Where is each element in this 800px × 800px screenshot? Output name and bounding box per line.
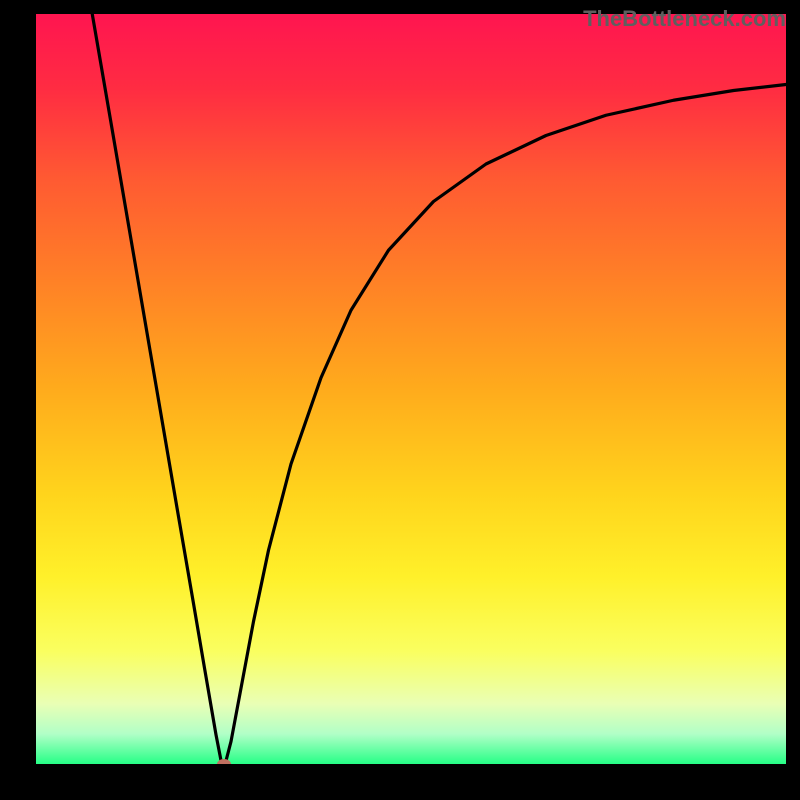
chart-frame: TheBottleneck.com xyxy=(0,0,800,800)
watermark-text: TheBottleneck.com xyxy=(583,6,786,32)
optimum-marker xyxy=(217,759,231,764)
bottleneck-curve xyxy=(36,14,786,764)
plot-area xyxy=(36,14,786,764)
